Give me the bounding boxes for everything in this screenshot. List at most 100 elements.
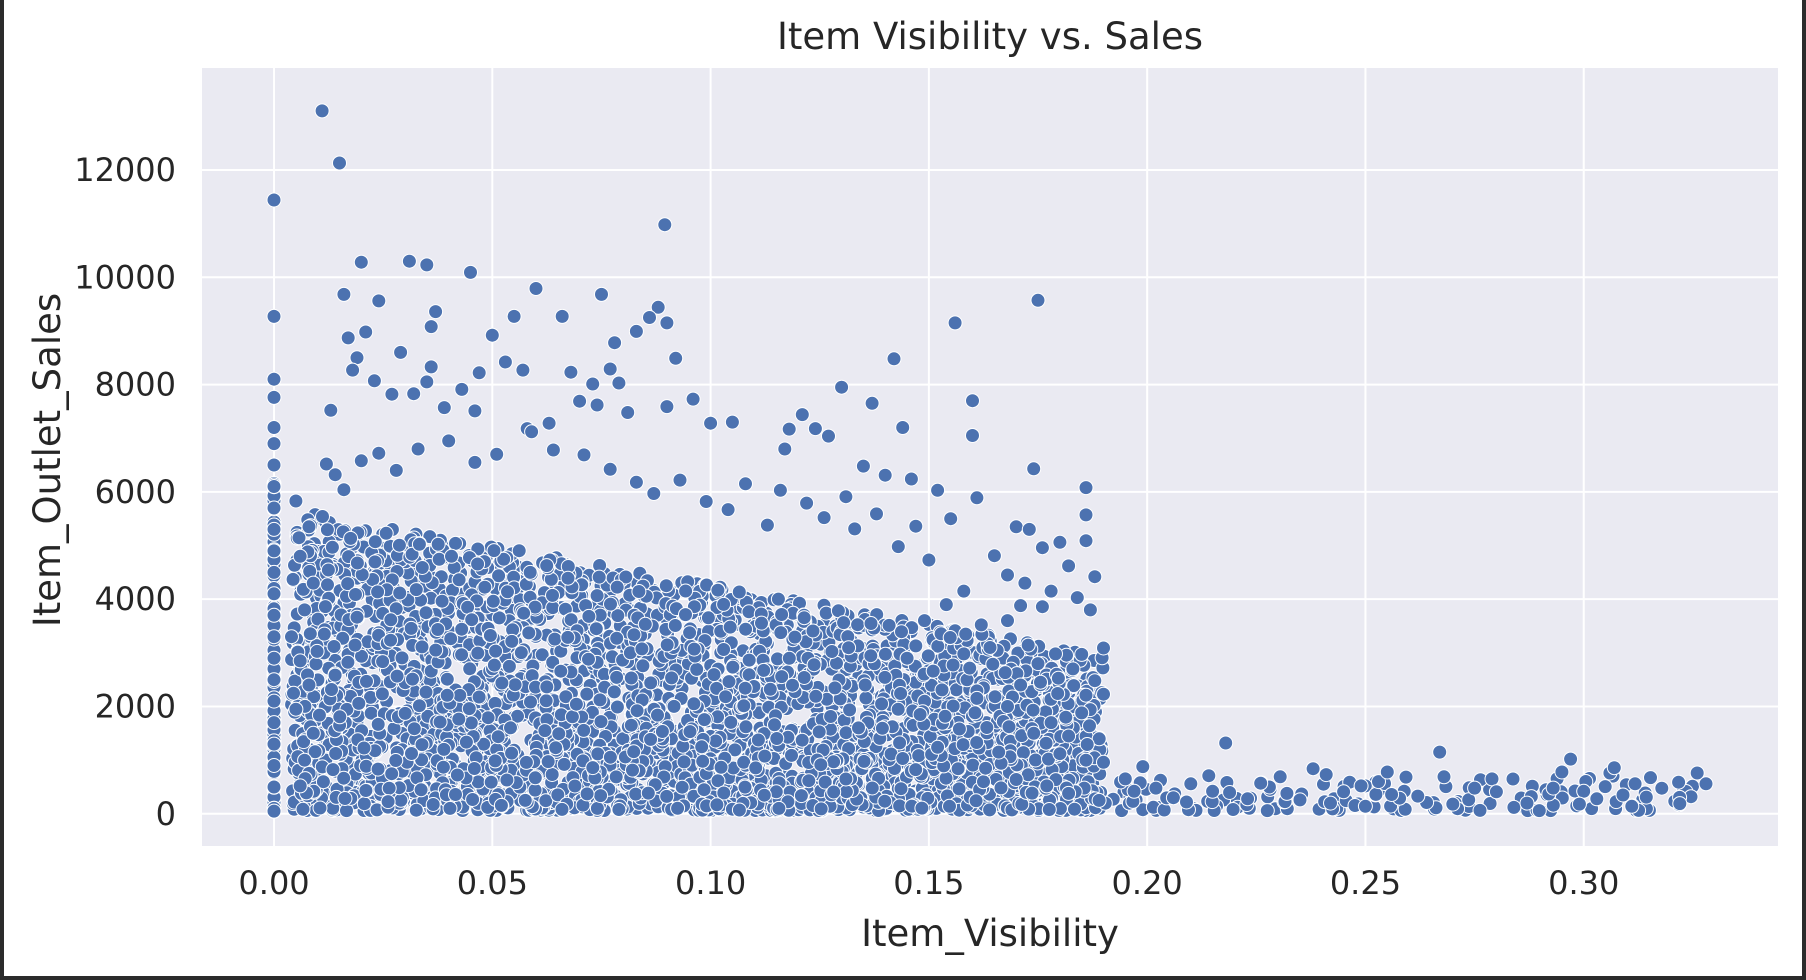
data-point xyxy=(1078,507,1094,523)
data-point xyxy=(1000,613,1015,629)
data-point xyxy=(316,626,332,642)
data-point xyxy=(295,801,311,817)
data-point xyxy=(1033,674,1048,690)
data-point xyxy=(741,652,757,668)
data-point xyxy=(348,587,363,602)
data-point xyxy=(801,773,817,789)
data-point xyxy=(602,749,618,765)
data-point xyxy=(315,509,330,524)
data-point xyxy=(979,720,995,735)
y-tick-label: 0 xyxy=(156,795,176,833)
data-point xyxy=(266,500,282,516)
data-point xyxy=(1222,785,1238,800)
data-point xyxy=(654,724,670,739)
data-point xyxy=(834,379,850,395)
data-point xyxy=(411,536,427,552)
data-point xyxy=(593,788,609,804)
data-point xyxy=(353,254,369,270)
data-point xyxy=(912,707,928,722)
data-point xyxy=(588,621,604,637)
data-point xyxy=(471,689,487,705)
data-point xyxy=(539,558,555,574)
data-point xyxy=(986,548,1002,564)
data-point xyxy=(1643,770,1658,786)
data-point xyxy=(799,495,815,511)
data-point xyxy=(1627,776,1643,792)
data-point xyxy=(1472,802,1488,818)
data-point xyxy=(1606,760,1622,776)
data-point xyxy=(347,637,363,653)
data-point xyxy=(497,354,513,370)
data-point xyxy=(893,686,909,701)
data-point xyxy=(1058,709,1074,725)
data-point xyxy=(541,415,557,431)
data-point xyxy=(592,692,608,708)
data-point xyxy=(548,740,564,756)
data-point xyxy=(513,645,529,661)
data-point xyxy=(1148,780,1164,796)
x-tick-label: 0.15 xyxy=(893,864,964,902)
data-point xyxy=(1445,796,1461,812)
data-point xyxy=(370,761,386,777)
data-point xyxy=(590,746,606,762)
data-point xyxy=(668,350,684,366)
data-point xyxy=(471,365,487,381)
data-point xyxy=(965,393,980,409)
data-point xyxy=(895,420,911,435)
data-point xyxy=(686,641,702,657)
data-point xyxy=(890,701,906,717)
data-point xyxy=(787,629,803,645)
data-point xyxy=(406,721,422,737)
data-point xyxy=(1225,802,1241,817)
data-point xyxy=(869,506,884,522)
data-point xyxy=(1597,779,1613,795)
data-point xyxy=(448,535,463,551)
data-point xyxy=(811,724,827,740)
data-point xyxy=(1026,461,1042,477)
data-point xyxy=(1013,598,1029,614)
data-point xyxy=(301,677,317,693)
data-point xyxy=(1082,718,1097,734)
data-point xyxy=(486,657,502,673)
data-point xyxy=(439,671,455,687)
data-point xyxy=(777,441,793,457)
data-point xyxy=(762,681,778,697)
data-point xyxy=(393,344,409,360)
data-point xyxy=(1096,640,1111,656)
data-point xyxy=(1589,791,1605,807)
data-point xyxy=(384,766,400,782)
data-point xyxy=(658,578,674,594)
data-point xyxy=(554,308,570,324)
data-point xyxy=(370,716,386,732)
data-point xyxy=(956,583,972,599)
data-point xyxy=(1432,744,1448,760)
data-point xyxy=(997,665,1013,681)
data-point xyxy=(500,584,515,600)
data-point xyxy=(1039,778,1055,794)
data-point xyxy=(423,359,439,375)
data-point xyxy=(858,690,874,706)
data-point xyxy=(620,405,636,420)
data-point xyxy=(911,748,927,764)
data-point xyxy=(838,771,854,787)
data-point xyxy=(297,602,313,618)
data-point xyxy=(343,530,359,546)
data-point xyxy=(674,779,690,795)
data-point xyxy=(1259,803,1275,819)
data-point xyxy=(467,454,483,470)
data-point xyxy=(759,517,775,533)
data-point xyxy=(309,643,325,659)
data-point xyxy=(709,797,725,813)
data-point xyxy=(602,461,618,477)
data-point xyxy=(305,725,321,741)
data-point xyxy=(1353,778,1369,794)
data-point xyxy=(286,685,301,701)
data-point xyxy=(413,782,429,798)
data-point xyxy=(414,639,430,655)
data-point xyxy=(1078,687,1094,703)
data-point xyxy=(965,428,980,443)
data-point xyxy=(401,253,417,269)
data-point xyxy=(358,324,374,340)
data-point xyxy=(938,770,954,786)
data-point xyxy=(696,782,712,798)
